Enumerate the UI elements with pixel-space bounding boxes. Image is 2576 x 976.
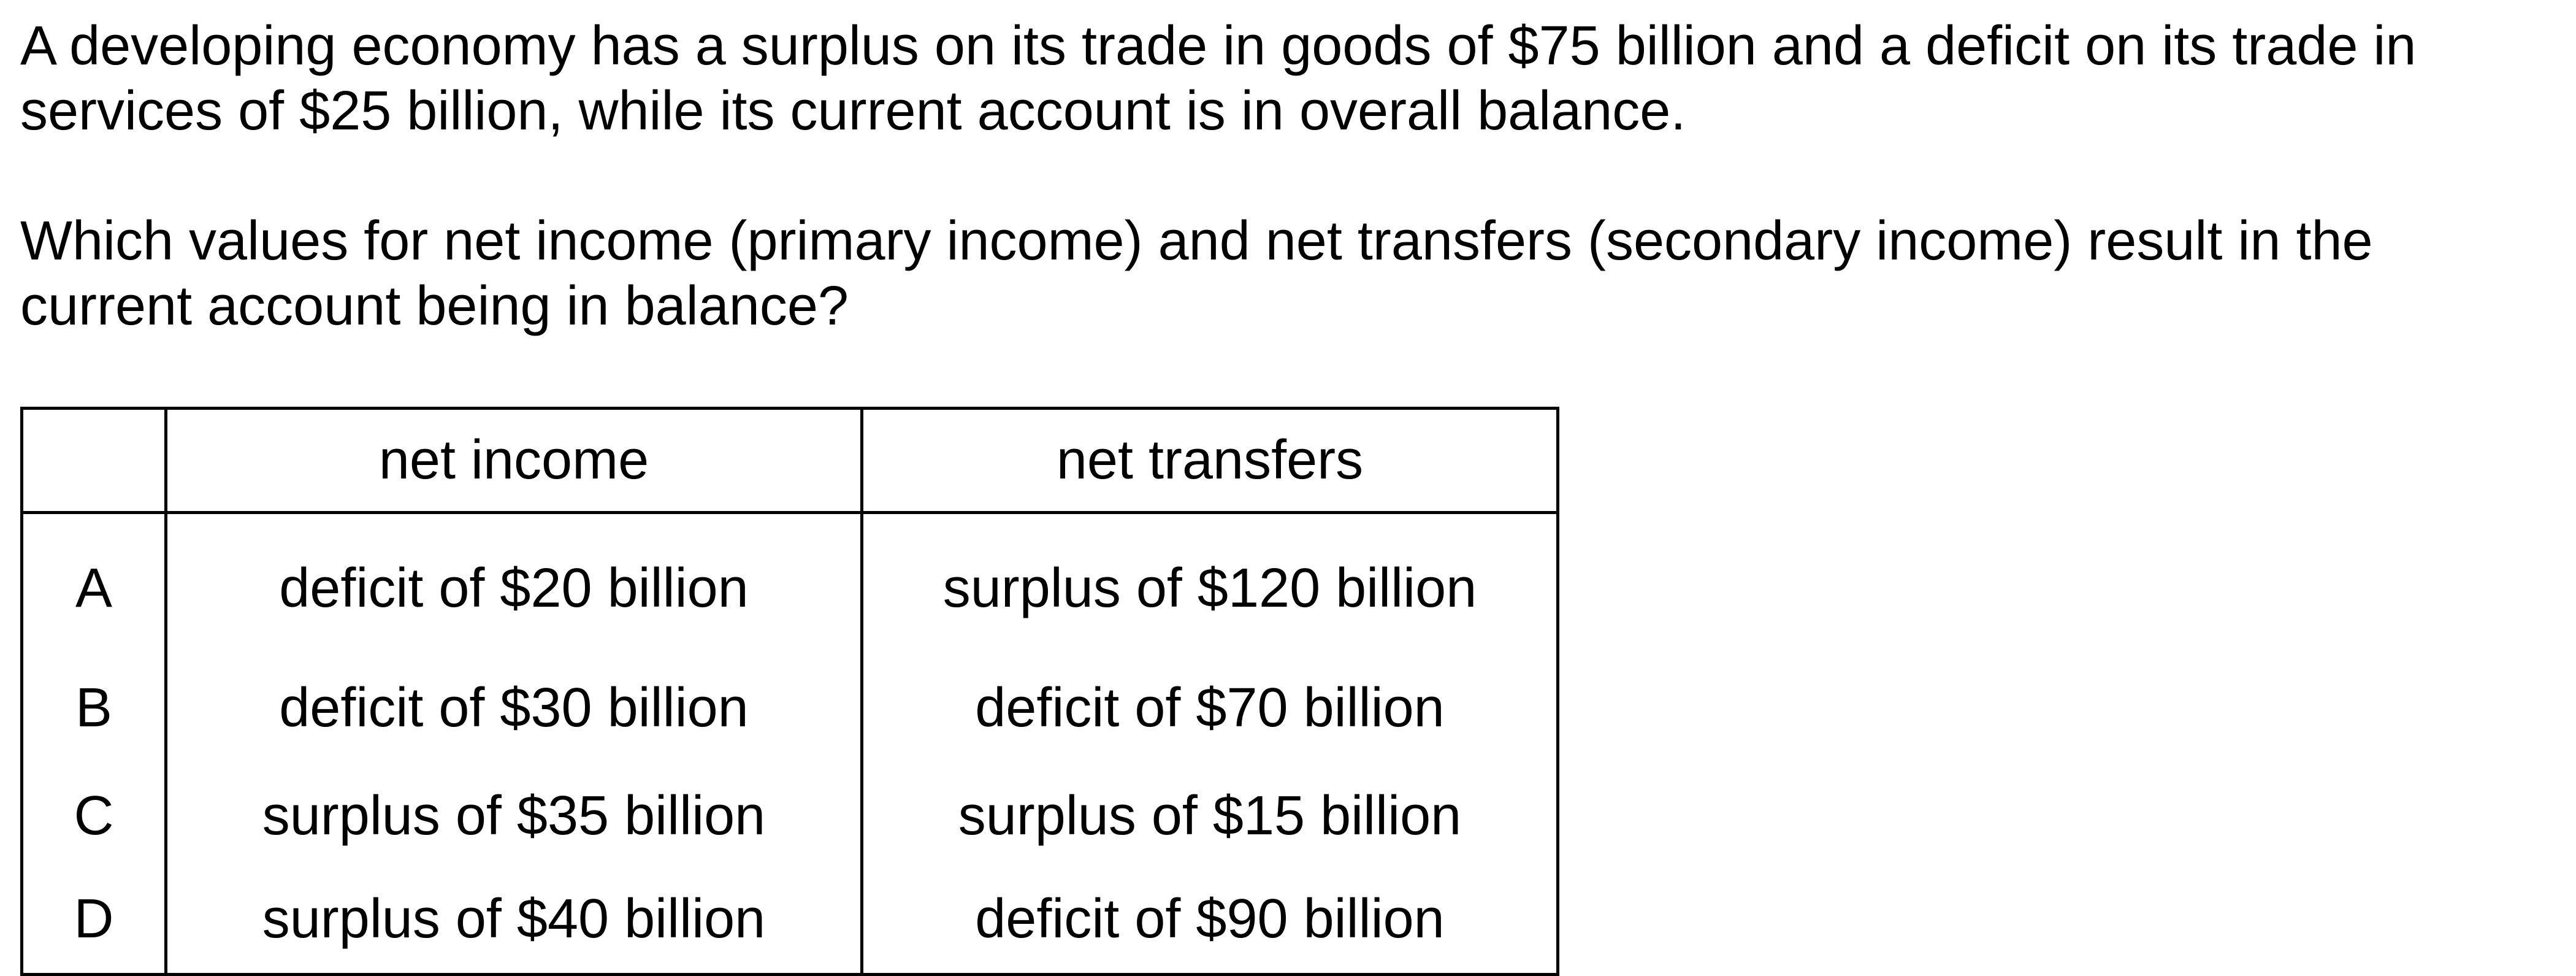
net-transfers-cell: deficit of $70 billion xyxy=(860,654,1559,762)
table-row: B deficit of $30 billion deficit of $70 … xyxy=(20,654,1559,762)
question-text: A developing economy has a surplus on it… xyxy=(20,13,2534,339)
net-income-cell: surplus of $40 billion xyxy=(164,870,863,976)
header-net-transfers: net transfers xyxy=(860,407,1559,514)
header-option-letter xyxy=(20,407,167,514)
question-stem: A developing economy has a surplus on it… xyxy=(20,15,2417,142)
net-transfers-cell: surplus of $15 billion xyxy=(860,762,1559,870)
table-header-row: net income net transfers xyxy=(20,407,1559,514)
net-transfers-cell: deficit of $90 billion xyxy=(860,870,1559,976)
option-letter: B xyxy=(20,654,167,762)
option-letter: D xyxy=(20,870,167,976)
header-net-income: net income xyxy=(164,407,863,514)
table-row: A deficit of $20 billion surplus of $120… xyxy=(20,511,1559,654)
question-prompt: Which values for net income (primary inc… xyxy=(20,210,2373,337)
option-letter: A xyxy=(20,511,167,654)
net-income-cell: surplus of $35 billion xyxy=(164,762,863,870)
net-transfers-cell: surplus of $120 billion xyxy=(860,511,1559,654)
table-row: C surplus of $35 billion surplus of $15 … xyxy=(20,762,1559,870)
answer-options-table: net income net transfers A deficit of $2… xyxy=(20,407,1559,976)
net-income-cell: deficit of $30 billion xyxy=(164,654,863,762)
table-row: D surplus of $40 billion deficit of $90 … xyxy=(20,870,1559,976)
option-letter: C xyxy=(20,762,167,870)
net-income-cell: deficit of $20 billion xyxy=(164,511,863,654)
